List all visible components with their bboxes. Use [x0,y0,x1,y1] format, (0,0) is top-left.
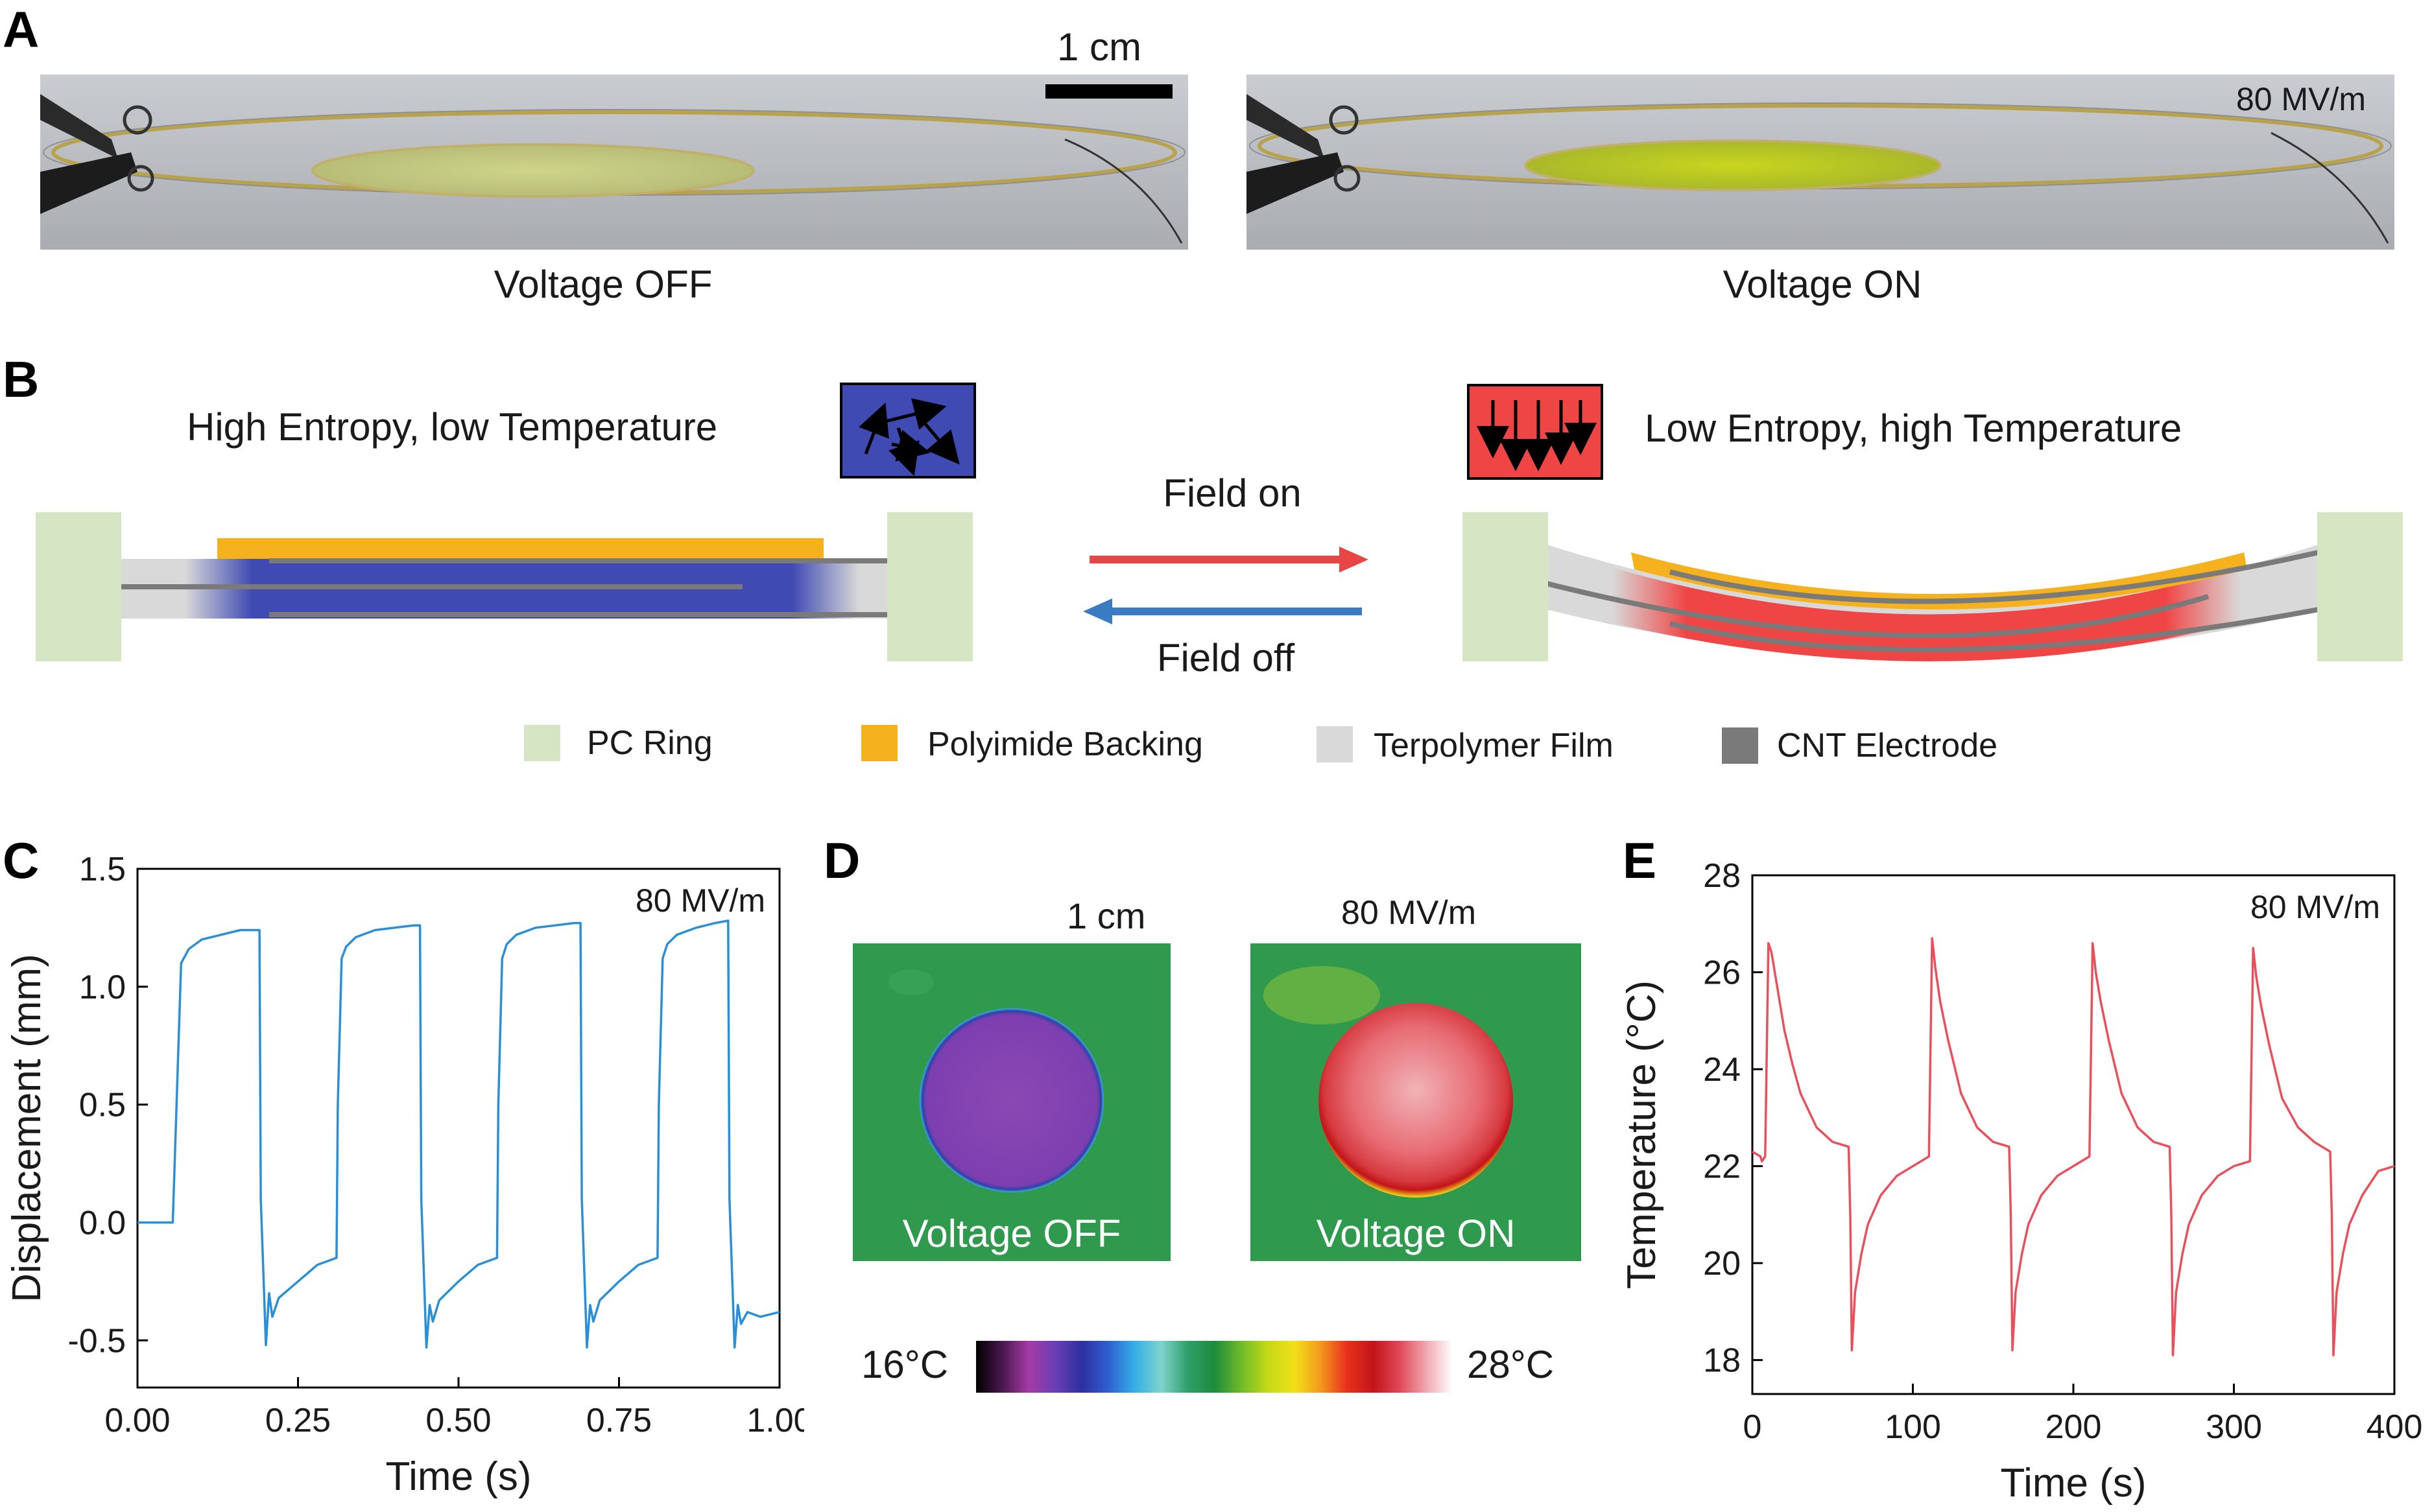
panel-letter-b: B [3,351,40,408]
chart-e-xtick-label: 0 [1743,1408,1762,1446]
chart-e-annotation: 80 MV/m [2250,889,2380,925]
legend-label-terpolymer: Terpolymer Film [1374,727,1614,764]
colorbar-min-label: 16°C [861,1343,949,1386]
chart-c-xtick-label: 1.00 [746,1402,804,1439]
ordered-dipoles-icon [1467,384,1603,480]
scale-bar-a [1045,84,1173,99]
caption-voltage-off-d: Voltage OFF [902,1212,1121,1255]
chart-e-ytick-label: 18 [1703,1342,1741,1380]
photo-voltage-off [40,75,1188,250]
caption-voltage-on-a: Voltage ON [1723,263,1922,306]
field-label-d: 80 MV/m [1341,894,1477,932]
chart-c-xtick-label: 0.00 [104,1402,170,1439]
chart-e-ytick-label: 22 [1703,1148,1741,1186]
legend-label-cnt: CNT Electrode [1777,727,1998,764]
caption-voltage-off-a: Voltage OFF [494,263,713,306]
legend-label-polyimide: Polyimide Backing [927,726,1203,763]
chart-c-ytick-label: 0.0 [79,1204,126,1242]
panel-letter-d: D [824,832,861,889]
chart-c-axes-frame [136,868,781,1389]
title-low-entropy: Low Entropy, high Temperature [1645,407,2182,450]
chart-e-axes-frame [1751,874,2396,1395]
disordered-dipoles-icon [840,383,976,478]
chart-c-xtick-label: 0.75 [586,1402,652,1439]
chart-e-xtick-label: 200 [2045,1408,2102,1446]
chart-c-annotation: 80 MV/m [636,882,765,919]
scale-bar-label-d: 1 cm [1067,895,1146,936]
legend-swatch-pc-ring [524,725,560,761]
photo-voltage-on [1246,75,2394,250]
legend-swatch-terpolymer [1317,726,1353,762]
panel-letter-e: E [1623,832,1657,889]
chart-e-ytick-label: 28 [1703,857,1741,895]
panel-letter-a: A [3,1,40,58]
chart-e-xtick-label: 300 [2206,1408,2262,1446]
chart-e-xlabel: Time (s) [2001,1461,2147,1506]
schematic-field-on [1462,512,2403,661]
chart-c-xlabel: Time (s) [386,1454,532,1499]
chart-e-ylabel: Temperature (°C) [1621,980,1664,1289]
chart-c-xtick-label: 0.25 [265,1402,331,1439]
chart-c-series-line [137,919,780,1349]
chart-c-xtick-label: 0.50 [425,1402,491,1439]
chart-c-ytick-label: 0.5 [79,1087,126,1124]
chart-e-series-line [1752,937,2395,1356]
chart-e-ytick-label: 20 [1703,1245,1741,1282]
chart-c-ytick-label: -0.5 [67,1322,126,1360]
legend-swatch-polyimide [861,725,898,761]
colorbar [976,1341,1453,1393]
chart-e-xtick-label: 400 [2366,1408,2423,1446]
colorbar-max-label: 28°C [1467,1343,1555,1386]
label-field-on: Field on [1163,471,1302,515]
arrow-field-on [1090,547,1368,573]
chart-temperature: 0 100 200 300 400 18 20 22 24 26 28 Time (s) Tempera… [1621,857,2423,1506]
chart-displacement: 0.00 0.25 0.50 0.75 1.00 -0.5 0.0 0.5 1.0 1.5 Time… [5,851,804,1499]
chart-e-ytick-label: 26 [1703,954,1741,992]
caption-voltage-on-d: Voltage ON [1316,1212,1516,1255]
chart-e-ytick-label: 24 [1703,1051,1741,1089]
legend-swatch-cnt [1722,727,1758,764]
legend-label-pc-ring: PC Ring [587,724,713,762]
title-high-entropy: High Entropy, low Temperature [187,405,718,449]
scale-bar-label-a: 1 cm [1057,25,1142,69]
chart-e-xtick-label: 100 [1885,1408,1941,1446]
panel-letter-c: C [3,832,40,889]
field-label-a: 80 MV/m [2236,81,2366,117]
label-field-off: Field off [1156,636,1295,679]
chart-c-ytick-label: 1.5 [79,851,126,888]
arrow-field-off [1083,598,1362,624]
chart-c-ylabel: Displacement (mm) [5,954,49,1302]
chart-c-ytick-label: 1.0 [79,969,126,1006]
thermal-image-voltage-off [853,943,1171,1261]
thermal-image-voltage-on [1250,943,1581,1261]
schematic-field-off [36,512,973,661]
